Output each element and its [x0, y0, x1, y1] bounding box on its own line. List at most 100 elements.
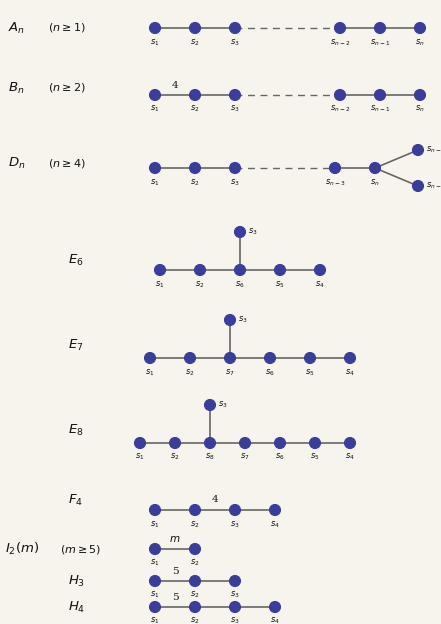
- Circle shape: [229, 162, 240, 173]
- Text: $H_3$: $H_3$: [68, 573, 85, 588]
- Text: $s_1$: $s_1$: [150, 104, 160, 114]
- Circle shape: [224, 314, 235, 326]
- Circle shape: [149, 162, 161, 173]
- Text: $s_1$: $s_1$: [150, 177, 160, 187]
- Text: $s_1$: $s_1$: [155, 279, 165, 290]
- Circle shape: [274, 437, 285, 449]
- Text: $s_8$: $s_8$: [205, 452, 215, 462]
- Text: $s_1$: $s_1$: [145, 367, 155, 378]
- Text: $s_2$: $s_2$: [190, 590, 200, 600]
- Text: $s_3$: $s_3$: [230, 37, 240, 47]
- Circle shape: [374, 22, 385, 34]
- Text: $s_5$: $s_5$: [310, 452, 320, 462]
- Text: $s_4$: $s_4$: [345, 367, 355, 378]
- Circle shape: [190, 575, 201, 587]
- Text: $s_4$: $s_4$: [315, 279, 325, 290]
- Text: $D_n$: $D_n$: [8, 155, 26, 170]
- Text: $s_2$: $s_2$: [190, 37, 200, 47]
- Text: $(m \geq 5)$: $(m \geq 5)$: [60, 542, 101, 555]
- Text: $s_2$: $s_2$: [185, 367, 195, 378]
- Text: $s_{n-1}$: $s_{n-1}$: [370, 104, 390, 114]
- Text: $s_{n-2}$: $s_{n-2}$: [330, 104, 350, 114]
- Circle shape: [310, 437, 321, 449]
- Circle shape: [145, 353, 156, 364]
- Text: $s_1$: $s_1$: [150, 37, 160, 47]
- Circle shape: [265, 353, 276, 364]
- Text: $E_8$: $E_8$: [68, 422, 84, 437]
- Text: $s_2$: $s_2$: [195, 279, 205, 290]
- Circle shape: [149, 602, 161, 613]
- Circle shape: [235, 227, 246, 238]
- Text: $s_6$: $s_6$: [275, 452, 285, 462]
- Circle shape: [224, 353, 235, 364]
- Circle shape: [205, 437, 216, 449]
- Text: $(n \geq 2)$: $(n \geq 2)$: [48, 82, 86, 94]
- Text: $s_n$: $s_n$: [415, 104, 425, 114]
- Circle shape: [370, 162, 381, 173]
- Text: $s_3$: $s_3$: [230, 590, 240, 600]
- Text: $s_n$: $s_n$: [370, 177, 380, 187]
- Circle shape: [335, 89, 345, 100]
- Circle shape: [269, 504, 280, 515]
- Circle shape: [190, 602, 201, 613]
- Circle shape: [304, 353, 315, 364]
- Circle shape: [229, 89, 240, 100]
- Circle shape: [229, 602, 240, 613]
- Circle shape: [194, 265, 206, 276]
- Circle shape: [269, 602, 280, 613]
- Circle shape: [190, 504, 201, 515]
- Text: $s_3$: $s_3$: [230, 519, 240, 530]
- Circle shape: [329, 162, 340, 173]
- Text: $s_3$: $s_3$: [218, 400, 228, 410]
- Circle shape: [184, 353, 195, 364]
- Text: $s_1$: $s_1$: [150, 558, 160, 568]
- Circle shape: [149, 22, 161, 34]
- Circle shape: [169, 437, 180, 449]
- Circle shape: [154, 265, 165, 276]
- Text: $s_2$: $s_2$: [190, 558, 200, 568]
- Text: $s_2$: $s_2$: [170, 452, 180, 462]
- Text: $s_3$: $s_3$: [230, 104, 240, 114]
- Text: $E_7$: $E_7$: [68, 338, 83, 353]
- Text: $s_2$: $s_2$: [190, 519, 200, 530]
- Text: $s_3$: $s_3$: [230, 177, 240, 187]
- Text: 4: 4: [172, 80, 178, 89]
- Circle shape: [190, 162, 201, 173]
- Circle shape: [149, 544, 161, 555]
- Text: $m$: $m$: [169, 534, 181, 544]
- Text: $E_6$: $E_6$: [68, 253, 84, 268]
- Text: $I_2(m)$: $I_2(m)$: [5, 541, 39, 557]
- Circle shape: [335, 22, 345, 34]
- Text: $s_5$: $s_5$: [275, 279, 285, 290]
- Text: 4: 4: [212, 495, 218, 504]
- Text: $A_n$: $A_n$: [8, 21, 25, 36]
- Text: $s_4$: $s_4$: [270, 616, 280, 624]
- Circle shape: [415, 22, 426, 34]
- Circle shape: [190, 22, 201, 34]
- Circle shape: [415, 89, 426, 100]
- Text: $F_4$: $F_4$: [68, 492, 83, 507]
- Text: $s_3$: $s_3$: [248, 227, 258, 237]
- Circle shape: [229, 575, 240, 587]
- Circle shape: [314, 265, 325, 276]
- Circle shape: [235, 265, 246, 276]
- Circle shape: [239, 437, 250, 449]
- Text: $s_{n-2}$: $s_{n-2}$: [330, 37, 350, 47]
- Text: 5: 5: [172, 567, 178, 575]
- Text: $B_n$: $B_n$: [8, 80, 24, 95]
- Circle shape: [149, 504, 161, 515]
- Text: $s_6$: $s_6$: [235, 279, 245, 290]
- Text: $s_{n-}$: $s_{n-}$: [426, 181, 441, 191]
- Text: $(n \geq 1)$: $(n \geq 1)$: [48, 21, 86, 34]
- Text: $s_n$: $s_n$: [415, 37, 425, 47]
- Text: $s_2$: $s_2$: [190, 177, 200, 187]
- Circle shape: [229, 22, 240, 34]
- Circle shape: [205, 399, 216, 411]
- Text: $s_7$: $s_7$: [225, 367, 235, 378]
- Text: $s_1$: $s_1$: [150, 616, 160, 624]
- Text: $s_7$: $s_7$: [240, 452, 250, 462]
- Text: $s_3$: $s_3$: [238, 314, 248, 325]
- Circle shape: [229, 504, 240, 515]
- Text: $s_3$: $s_3$: [230, 616, 240, 624]
- Circle shape: [274, 265, 285, 276]
